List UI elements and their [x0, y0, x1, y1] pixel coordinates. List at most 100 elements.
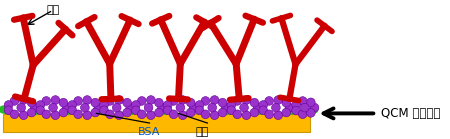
Circle shape: [144, 103, 153, 112]
Circle shape: [68, 101, 77, 109]
Circle shape: [227, 101, 236, 109]
Circle shape: [91, 108, 99, 117]
Circle shape: [4, 101, 13, 109]
Ellipse shape: [252, 106, 265, 115]
Circle shape: [115, 96, 123, 104]
Circle shape: [137, 110, 146, 119]
Circle shape: [36, 101, 45, 109]
Circle shape: [301, 103, 309, 112]
Circle shape: [100, 106, 108, 115]
Text: 抗原: 抗原: [196, 127, 209, 137]
Circle shape: [74, 97, 82, 105]
Circle shape: [19, 96, 28, 104]
Circle shape: [210, 96, 219, 104]
Circle shape: [106, 110, 114, 119]
Circle shape: [51, 111, 60, 120]
Circle shape: [106, 97, 114, 105]
Ellipse shape: [125, 106, 137, 115]
Circle shape: [158, 103, 166, 112]
Circle shape: [163, 101, 172, 109]
Circle shape: [218, 108, 227, 117]
Circle shape: [259, 106, 268, 115]
Circle shape: [10, 97, 19, 105]
Ellipse shape: [189, 105, 201, 114]
Circle shape: [250, 108, 259, 117]
Circle shape: [250, 98, 259, 107]
Circle shape: [27, 108, 36, 117]
Circle shape: [31, 103, 39, 112]
Circle shape: [115, 111, 123, 120]
Circle shape: [253, 103, 262, 112]
Ellipse shape: [309, 105, 318, 114]
Circle shape: [27, 98, 36, 107]
Ellipse shape: [220, 106, 233, 115]
Circle shape: [298, 110, 307, 119]
Text: BSA: BSA: [138, 127, 161, 137]
Circle shape: [282, 108, 291, 117]
Circle shape: [292, 100, 301, 109]
Text: QCM の金電極: QCM の金電極: [381, 107, 441, 120]
Circle shape: [306, 109, 315, 117]
Circle shape: [131, 106, 140, 115]
Circle shape: [154, 108, 163, 117]
Circle shape: [242, 96, 251, 104]
Circle shape: [68, 106, 77, 115]
Circle shape: [210, 111, 219, 120]
Bar: [3, 114, 310, 132]
Circle shape: [259, 101, 268, 109]
Circle shape: [126, 103, 135, 112]
Ellipse shape: [157, 106, 169, 115]
Circle shape: [42, 97, 51, 105]
Circle shape: [306, 98, 315, 107]
Circle shape: [154, 98, 163, 107]
Ellipse shape: [93, 105, 106, 114]
Circle shape: [233, 110, 242, 119]
Ellipse shape: [29, 106, 42, 115]
Circle shape: [74, 110, 82, 119]
Circle shape: [242, 111, 251, 120]
Circle shape: [189, 103, 198, 112]
Circle shape: [81, 103, 89, 112]
Circle shape: [83, 111, 92, 120]
Ellipse shape: [0, 105, 11, 114]
Circle shape: [201, 97, 210, 105]
Ellipse shape: [61, 106, 74, 115]
Circle shape: [178, 96, 187, 104]
Circle shape: [19, 111, 28, 120]
Circle shape: [265, 97, 274, 105]
Circle shape: [169, 97, 178, 105]
Circle shape: [59, 108, 68, 117]
Circle shape: [4, 106, 13, 115]
Circle shape: [195, 101, 204, 109]
Circle shape: [49, 103, 58, 112]
Text: 抗体: 抗体: [46, 5, 60, 15]
Circle shape: [83, 96, 92, 104]
Circle shape: [163, 106, 172, 115]
Circle shape: [186, 98, 195, 107]
Circle shape: [274, 111, 283, 120]
Circle shape: [201, 110, 210, 119]
Circle shape: [123, 98, 131, 107]
Circle shape: [221, 103, 230, 112]
Circle shape: [186, 108, 195, 117]
Circle shape: [51, 96, 60, 104]
Circle shape: [91, 98, 99, 107]
Circle shape: [178, 111, 187, 120]
Circle shape: [282, 98, 291, 107]
Circle shape: [195, 106, 204, 115]
Circle shape: [42, 110, 51, 119]
Circle shape: [62, 103, 71, 112]
Circle shape: [123, 108, 131, 117]
Circle shape: [10, 110, 19, 119]
Circle shape: [131, 101, 140, 109]
Circle shape: [233, 97, 242, 105]
Circle shape: [285, 103, 294, 112]
Circle shape: [208, 103, 216, 112]
Circle shape: [227, 106, 236, 115]
Circle shape: [112, 103, 121, 112]
Circle shape: [147, 111, 155, 120]
Circle shape: [271, 103, 280, 112]
Circle shape: [274, 96, 283, 104]
Circle shape: [94, 103, 103, 112]
Ellipse shape: [284, 106, 297, 115]
